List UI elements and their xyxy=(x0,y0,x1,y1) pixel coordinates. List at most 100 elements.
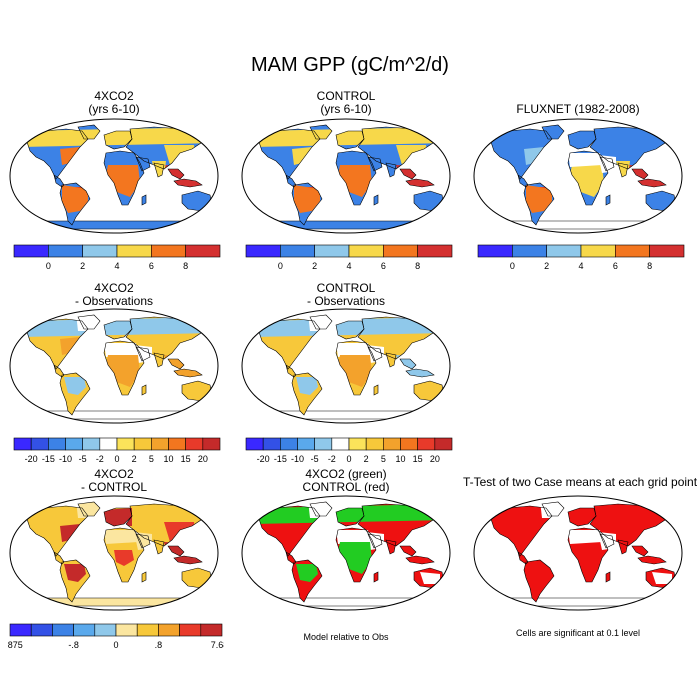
colorbar-swatch xyxy=(202,437,221,451)
coast-india-land xyxy=(385,352,397,368)
colorbar-label: .8 xyxy=(155,640,163,650)
figure-title: MAM GPP (gC/m^2/d) xyxy=(251,54,449,76)
colorbar-swatch xyxy=(348,437,367,451)
panel-title-line: CONTROL (red) xyxy=(302,480,390,494)
coast-central-america xyxy=(285,364,297,378)
coast-se-asia-land xyxy=(167,545,185,557)
coast-se-asia-land xyxy=(167,168,185,180)
region-sahara xyxy=(336,530,370,544)
panel-title-line: (yrs 6-10) xyxy=(88,102,140,116)
colorbar-label: 7.682 xyxy=(211,640,224,650)
coast-greenland xyxy=(309,124,333,140)
colorbar-label: 4 xyxy=(114,261,119,271)
region-australia-in xyxy=(420,572,440,584)
panel-title-line: FLUXNET (1982-2008) xyxy=(516,102,640,116)
colorbar-label: -20 xyxy=(257,454,270,464)
coast-south-america xyxy=(523,182,555,226)
colorbar-swatch xyxy=(99,437,118,451)
colorbar-swatch xyxy=(158,623,180,637)
colorbar-swatch xyxy=(151,244,186,258)
colorbar-swatch xyxy=(179,623,202,637)
region-amazon xyxy=(296,564,318,582)
coast-india-land xyxy=(385,539,397,555)
coast-central-america xyxy=(517,551,529,565)
coast-indonesia xyxy=(173,555,203,565)
colorbar-label: 8 xyxy=(183,261,188,271)
map-frame xyxy=(241,308,451,424)
coast-africa xyxy=(103,340,145,396)
coast-india-land xyxy=(385,162,397,178)
colorbar-swatch xyxy=(331,437,350,451)
coast-se-asia-land xyxy=(167,358,185,370)
colorbar-swatch xyxy=(9,623,32,637)
coast-arabia-land xyxy=(599,156,615,172)
colorbar-swatch xyxy=(262,437,281,451)
coast-se-asia-land xyxy=(399,358,417,370)
colorbar-swatch xyxy=(136,623,159,637)
panel-title-ttest: T-Test of two Case means at each grid po… xyxy=(462,476,698,489)
coast-europe xyxy=(335,320,365,340)
colorbar-label: 8 xyxy=(415,261,420,271)
panel-title-green-red: 4XCO2 (green) CONTROL (red) xyxy=(236,468,456,494)
map-frame xyxy=(473,495,683,611)
coast-se-asia-land xyxy=(399,168,417,180)
colorbar-swatch xyxy=(365,437,384,451)
coast-north-america xyxy=(25,318,89,370)
colorbar-label: -20 xyxy=(25,454,38,464)
colorbar-swatch xyxy=(546,244,582,258)
map-control-minus-obs xyxy=(241,308,451,424)
coast-indonesia xyxy=(405,368,435,378)
map-control xyxy=(241,118,451,234)
colorbar-swatch xyxy=(615,244,650,258)
colorbar-swatch xyxy=(245,437,264,451)
coast-africa xyxy=(335,340,377,396)
colorbar-label: 10 xyxy=(163,454,173,464)
coast-europe xyxy=(103,320,133,340)
colorbar-swatch xyxy=(245,244,281,258)
coast-africa xyxy=(567,150,609,206)
coast-greenland xyxy=(541,124,565,140)
colorbar-swatch xyxy=(13,244,49,258)
coast-indonesia xyxy=(405,555,435,565)
colorbar-swatch xyxy=(73,623,96,637)
colorbar-swatch xyxy=(13,437,32,451)
map-frame xyxy=(241,495,451,611)
colorbar-gpp-3: 0 2 4 6 8 xyxy=(477,244,685,271)
colorbar-swatch xyxy=(297,437,315,451)
map-4xco2 xyxy=(9,118,219,234)
colorbar-label: -15 xyxy=(42,454,55,464)
colorbar-swatch xyxy=(52,623,74,637)
colorbar-label: 2 xyxy=(80,261,85,271)
colorbar-label: 15 xyxy=(413,454,423,464)
map-model-relative-obs xyxy=(241,495,451,611)
coast-central-america xyxy=(53,364,65,378)
panel-title-line: 4XCO2 xyxy=(94,281,134,295)
coast-central-america xyxy=(53,551,65,565)
coast-africa xyxy=(335,527,377,583)
region-boreal-band xyxy=(258,504,444,524)
coast-greenland xyxy=(309,314,333,330)
coast-south-america xyxy=(291,182,323,226)
coast-central-america xyxy=(285,551,297,565)
region-sahara xyxy=(104,343,138,357)
colorbar-swatch xyxy=(65,437,83,451)
colorbar-swatch xyxy=(512,244,547,258)
panel-title-line: - Observations xyxy=(306,294,386,308)
colorbar-label: -2 xyxy=(96,454,104,464)
coast-greenland xyxy=(309,501,333,517)
coast-arabia-land xyxy=(135,533,151,549)
coast-madagascar xyxy=(373,194,379,206)
colorbar-label: -15 xyxy=(274,454,287,464)
coast-greenland xyxy=(77,314,101,330)
colorbar-label: 20 xyxy=(198,454,208,464)
region-amazon xyxy=(64,377,86,395)
region-amazon-rim xyxy=(526,185,552,213)
colorbar-label: -8.875 xyxy=(8,640,23,650)
region-central-africa xyxy=(114,550,134,566)
coast-greenland xyxy=(77,501,101,517)
colorbar-swatch xyxy=(30,623,53,637)
coast-europe xyxy=(103,507,133,527)
coast-europe xyxy=(103,130,133,150)
colorbar-label: 4 xyxy=(346,261,351,271)
coast-central-america xyxy=(517,174,529,188)
